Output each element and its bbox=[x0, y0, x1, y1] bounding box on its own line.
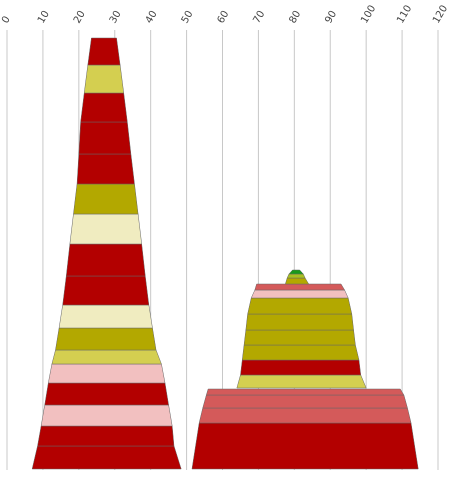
x-axis-tick-labels: 0 10 20 30 40 50 60 70 80 90 100 110 120 bbox=[0, 3, 450, 25]
towers bbox=[31, 37, 419, 470]
tower-1-layer-17 bbox=[87, 37, 121, 66]
tower-2-layer-15 bbox=[288, 269, 304, 275]
x-tick-label-0: 0 bbox=[0, 14, 13, 25]
tower-2-layer-11 bbox=[250, 289, 349, 299]
x-tick-label-90: 90 bbox=[323, 9, 339, 26]
tower-1-layer-7 bbox=[55, 327, 157, 351]
tower-1-layer-4 bbox=[44, 382, 169, 406]
tower-2-layer-12 bbox=[254, 283, 346, 291]
tower-2-layer-3 bbox=[202, 394, 408, 409]
tower-2-layer-13 bbox=[285, 277, 310, 285]
x-tick-label-120: 120 bbox=[431, 3, 450, 25]
tower-1 bbox=[31, 37, 182, 470]
tower-2-layer-10 bbox=[247, 297, 353, 315]
x-tick-label-60: 60 bbox=[216, 9, 232, 26]
tower-2-layer-8 bbox=[243, 329, 356, 346]
tower-1-layer-14 bbox=[78, 121, 132, 155]
tower-1-layer-10 bbox=[65, 243, 146, 277]
tower-2-layer-6 bbox=[240, 359, 362, 376]
tower-1-layer-11 bbox=[69, 213, 142, 245]
tower-1-layer-2 bbox=[37, 425, 175, 447]
tower-1-layer-6 bbox=[51, 349, 162, 365]
tower-1-layer-1 bbox=[31, 445, 182, 470]
tower-2-layer-5 bbox=[236, 374, 367, 389]
tower-1-layer-3 bbox=[40, 404, 173, 427]
tower-2-layer-9 bbox=[245, 313, 354, 331]
x-tick-label-30: 30 bbox=[108, 9, 124, 26]
x-tick-label-80: 80 bbox=[287, 9, 303, 26]
x-tick-label-10: 10 bbox=[36, 9, 52, 26]
tower-1-layer-5 bbox=[48, 363, 166, 384]
tower-2-layer-2 bbox=[198, 407, 412, 424]
tower-1-layer-9 bbox=[62, 275, 150, 306]
x-tick-label-40: 40 bbox=[144, 9, 160, 26]
x-tick-label-70: 70 bbox=[251, 9, 267, 26]
tower-2-layer-4 bbox=[206, 388, 405, 396]
tower-2-layer-14 bbox=[286, 273, 306, 279]
x-tick-label-20: 20 bbox=[72, 9, 88, 26]
x-tick-label-110: 110 bbox=[395, 3, 414, 25]
tower-1-layer-13 bbox=[76, 153, 135, 185]
tower-1-layer-8 bbox=[58, 304, 153, 329]
x-tick-label-100: 100 bbox=[359, 3, 378, 25]
x-tick-label-50: 50 bbox=[180, 9, 196, 26]
tower-2-layer-7 bbox=[241, 344, 360, 361]
tower-1-layer-12 bbox=[73, 183, 139, 215]
tower-1-layer-15 bbox=[80, 92, 128, 123]
tower-2-layer-1 bbox=[191, 422, 419, 470]
tower-1-layer-16 bbox=[83, 64, 125, 94]
tower-2 bbox=[191, 269, 419, 470]
